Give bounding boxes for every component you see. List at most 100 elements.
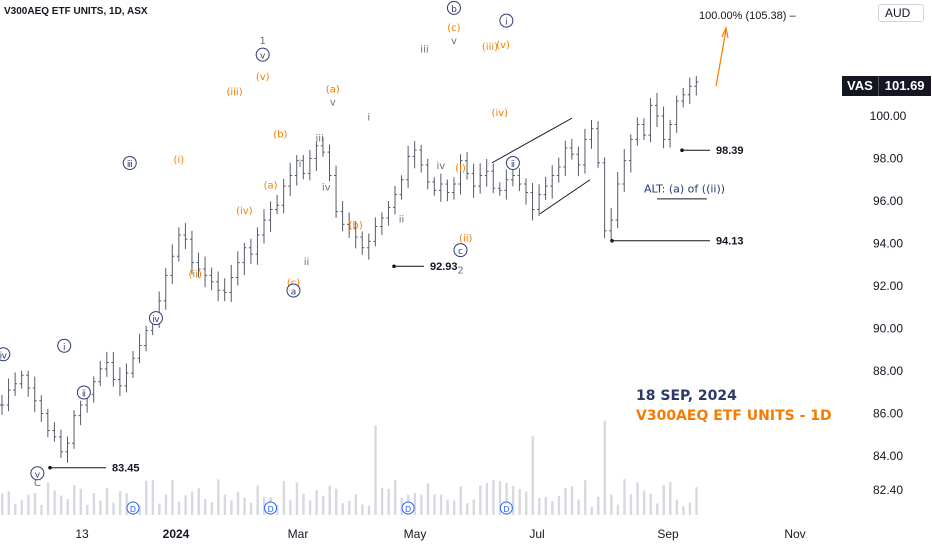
ohlc-bar bbox=[458, 154, 463, 195]
volume-bar bbox=[498, 481, 502, 515]
volume-bar bbox=[59, 495, 63, 515]
date-stamp: 18 SEP, 2024 bbox=[636, 388, 737, 404]
volume-bar bbox=[426, 483, 430, 515]
wave-labels: ⅳⅴCⅰⅱⅲ(i)(ii)ⅳ(iii)(iv)(v)1ⅴ(a)(b)(c)aii… bbox=[0, 0, 520, 515]
volume-bar bbox=[623, 479, 626, 515]
ohlc-bar bbox=[635, 117, 640, 146]
ohlc-bar bbox=[45, 408, 50, 438]
currency-selector[interactable]: AUD bbox=[878, 4, 924, 22]
wave-circle bbox=[30, 466, 45, 481]
ohlc-bar bbox=[281, 178, 286, 214]
wave-label: iv bbox=[322, 182, 331, 193]
level-anchor-dot bbox=[680, 148, 684, 153]
volume-bar bbox=[610, 494, 613, 515]
volume-bar bbox=[597, 496, 600, 515]
volume-bar bbox=[249, 502, 253, 515]
x-tick-label: Nov bbox=[784, 527, 805, 541]
volume-bar bbox=[99, 500, 102, 515]
dividend-marker-label: D bbox=[405, 505, 411, 514]
ohlc-bar bbox=[576, 146, 581, 177]
ohlc-bar bbox=[687, 77, 692, 104]
ohlc-bar bbox=[569, 138, 574, 160]
ohlc-bar bbox=[78, 400, 83, 426]
dividend-marker bbox=[126, 501, 140, 515]
ohlc-bar bbox=[334, 165, 339, 218]
volume-bar bbox=[570, 486, 574, 515]
volume-bar bbox=[420, 494, 423, 515]
volume-bar bbox=[433, 494, 436, 515]
ohlc-bar bbox=[19, 370, 24, 389]
level-anchor-dot bbox=[48, 465, 52, 470]
ohlc-bar bbox=[471, 163, 476, 198]
ohlc-bar bbox=[262, 209, 266, 244]
wave-label: iii bbox=[420, 44, 428, 55]
volume-bar bbox=[564, 487, 567, 515]
ohlc-bar bbox=[432, 177, 437, 196]
wave-circle bbox=[122, 156, 137, 170]
ohlc-bar bbox=[6, 378, 11, 412]
wave-label: ii bbox=[304, 257, 310, 268]
volume-bar bbox=[1, 493, 4, 515]
volume-bar bbox=[511, 486, 515, 515]
wave-label: ii bbox=[399, 214, 405, 225]
volume-bar bbox=[459, 486, 462, 515]
wave-circle bbox=[286, 283, 301, 298]
volume-bar bbox=[177, 501, 181, 515]
volume-bar bbox=[66, 499, 69, 515]
volume-bar bbox=[145, 480, 148, 515]
volume-bar bbox=[315, 490, 318, 515]
wave-label: ⅴ bbox=[260, 52, 266, 62]
ohlc-bar bbox=[504, 169, 509, 200]
volume-bar bbox=[190, 491, 194, 515]
ohlc-bar bbox=[288, 162, 293, 196]
ohlc-bar bbox=[668, 119, 673, 148]
volume-bar bbox=[413, 493, 417, 515]
ohlc-bar bbox=[255, 227, 260, 265]
wave-label: (iii) bbox=[226, 87, 242, 98]
volume-bar bbox=[603, 420, 606, 515]
ohlc-bar bbox=[517, 168, 522, 191]
ohlc-bar bbox=[491, 163, 496, 194]
ohlc-bar bbox=[72, 410, 77, 449]
ohlc-bar bbox=[52, 422, 57, 442]
symbol-title[interactable]: V300AEQ ETF UNITS, 1D, ASX bbox=[4, 6, 148, 17]
ohlc-bar bbox=[104, 351, 109, 377]
wave-circle bbox=[255, 47, 270, 62]
y-tick-label: 96.00 bbox=[873, 194, 903, 208]
ohlc-bar bbox=[674, 95, 679, 133]
volume-bar bbox=[348, 500, 351, 515]
ohlc-bar bbox=[65, 436, 70, 463]
volume-bar bbox=[675, 499, 679, 515]
wave-label: (b) bbox=[349, 221, 363, 232]
volume-bar bbox=[367, 505, 371, 515]
wave-label: ⅳ bbox=[0, 351, 8, 361]
wave-circle bbox=[57, 338, 72, 353]
price-tag-value: 101.69 bbox=[878, 76, 931, 96]
x-tick-label: Sep bbox=[657, 527, 679, 541]
volume-bar bbox=[335, 488, 338, 515]
wave-label: ⅱ bbox=[511, 160, 515, 170]
arrow-head bbox=[721, 26, 729, 39]
wave-label: v bbox=[451, 36, 457, 47]
volume-bar bbox=[688, 502, 692, 515]
volume-bar bbox=[590, 506, 593, 515]
ohlc-bar bbox=[622, 149, 627, 193]
ohlc-bar bbox=[550, 165, 555, 199]
volume-bar bbox=[557, 495, 561, 515]
volume-bar bbox=[40, 504, 43, 515]
ohlc-bar bbox=[399, 175, 404, 200]
volume-bar bbox=[518, 489, 521, 515]
wave-label: (ii) bbox=[459, 233, 472, 244]
ohlc-bar bbox=[596, 121, 601, 168]
volume-bar bbox=[308, 500, 312, 515]
ohlc-bar bbox=[445, 179, 450, 202]
ohlc-bar bbox=[524, 178, 528, 205]
ohlc-bar bbox=[451, 177, 456, 200]
level-label: 98.39 bbox=[716, 145, 744, 157]
ohlc-bar bbox=[327, 144, 332, 182]
ohlc-bar bbox=[393, 186, 397, 215]
ohlc-bar bbox=[32, 376, 37, 413]
title-stamp: V300AEQ ETF UNITS - 1D bbox=[636, 408, 832, 424]
volume-bar bbox=[46, 482, 50, 515]
